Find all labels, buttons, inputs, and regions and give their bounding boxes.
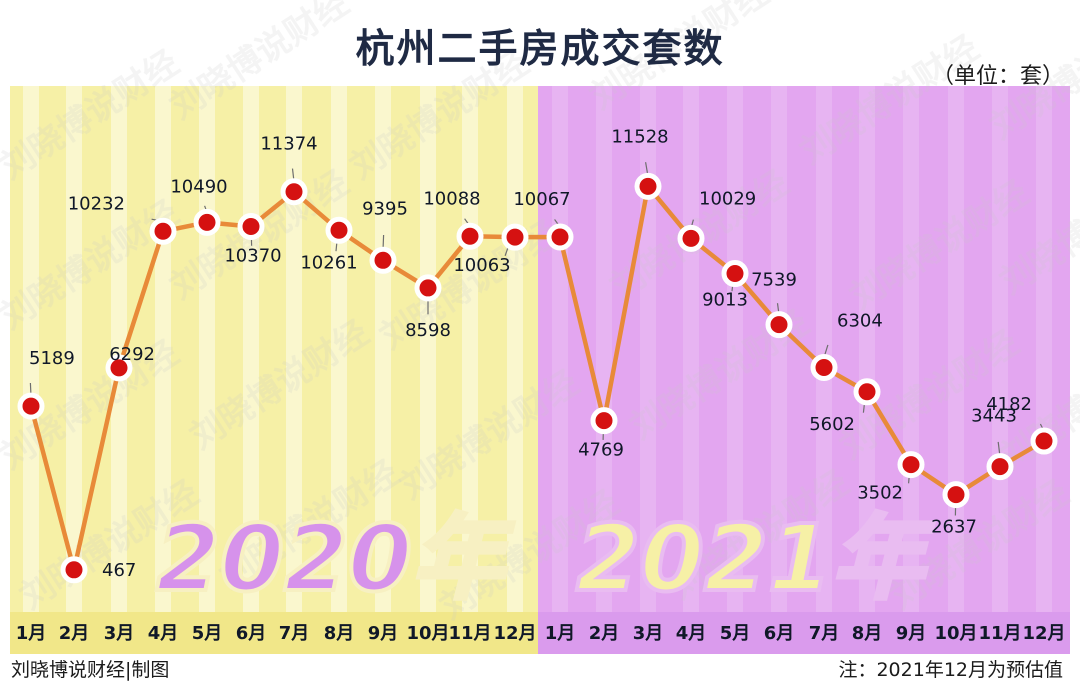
data-point-18 xyxy=(765,311,793,339)
data-point-23 xyxy=(986,453,1014,481)
data-label-13: 10067 xyxy=(513,189,570,210)
data-point-8 xyxy=(325,216,353,244)
data-label-4: 10232 xyxy=(68,193,125,214)
x-tick-4: 4月 xyxy=(148,623,179,644)
data-point-6 xyxy=(237,213,265,241)
x-tick-10: 10月 xyxy=(406,623,449,644)
stripe-23 xyxy=(992,86,1008,654)
data-label-2: 467 xyxy=(102,560,136,581)
data-label-5: 10490 xyxy=(170,176,227,197)
data-point-12 xyxy=(501,223,529,251)
x-tick-13: 1月 xyxy=(545,623,576,644)
x-tick-14: 2月 xyxy=(589,623,620,644)
data-point-19 xyxy=(810,353,838,381)
data-point-2 xyxy=(60,556,88,584)
x-tick-20: 8月 xyxy=(852,623,883,644)
stripe-14 xyxy=(596,86,612,654)
data-label-19: 6304 xyxy=(837,310,883,331)
data-label-10: 8598 xyxy=(405,320,451,341)
x-tick-12: 12月 xyxy=(493,623,536,644)
x-tick-11: 11月 xyxy=(448,623,491,644)
x-tick-21: 9月 xyxy=(896,623,927,644)
data-point-5 xyxy=(193,208,221,236)
x-tick-18: 6月 xyxy=(764,623,795,644)
data-point-24 xyxy=(1030,427,1058,455)
x-tick-22: 10月 xyxy=(934,623,977,644)
x-tick-15: 3月 xyxy=(633,623,664,644)
data-label-16: 10029 xyxy=(699,188,756,209)
axis-band-2021 xyxy=(538,612,1070,654)
data-label-23: 3443 xyxy=(971,406,1017,427)
data-point-17 xyxy=(721,260,749,288)
stripe-18 xyxy=(771,86,787,654)
stripe-1 xyxy=(23,86,39,654)
data-point-15 xyxy=(634,172,662,200)
data-point-11 xyxy=(456,222,484,250)
data-point-10 xyxy=(414,274,442,302)
x-tick-7: 7月 xyxy=(279,623,310,644)
data-label-8: 10261 xyxy=(300,252,357,273)
year-label-2020: 2020年 xyxy=(156,505,514,612)
data-label-22: 2637 xyxy=(931,517,977,538)
panel-2020 xyxy=(10,86,538,654)
x-tick-17: 5月 xyxy=(720,623,751,644)
data-point-4 xyxy=(149,217,177,245)
data-label-15: 11528 xyxy=(611,126,668,147)
data-label-9: 9395 xyxy=(362,198,408,219)
panel-2021 xyxy=(538,86,1070,654)
x-tick-19: 7月 xyxy=(809,623,840,644)
stripe-15 xyxy=(640,86,656,654)
x-tick-16: 4月 xyxy=(676,623,707,644)
data-point-22 xyxy=(942,481,970,509)
x-tick-24: 12月 xyxy=(1022,623,1065,644)
data-point-20 xyxy=(853,378,881,406)
stripe-9 xyxy=(375,86,391,654)
data-point-3 xyxy=(105,354,133,382)
data-label-14: 4769 xyxy=(578,440,624,461)
stripe-17 xyxy=(727,86,743,654)
x-tick-9: 9月 xyxy=(368,623,399,644)
stripe-7 xyxy=(286,86,302,654)
x-tick-1: 1月 xyxy=(16,623,47,644)
stripe-22 xyxy=(948,86,964,654)
data-point-9 xyxy=(369,246,397,274)
data-label-20: 5602 xyxy=(809,414,855,435)
data-label-11: 10088 xyxy=(423,188,480,209)
data-label-12: 10063 xyxy=(453,255,510,276)
x-tick-6: 6月 xyxy=(236,623,267,644)
estimate-note: 注：2021年12月为预估值 xyxy=(838,659,1063,681)
data-point-7 xyxy=(280,178,308,206)
data-label-21: 3502 xyxy=(857,483,903,504)
data-label-18: 7539 xyxy=(751,270,797,291)
data-label-17: 9013 xyxy=(702,290,748,311)
data-point-21 xyxy=(897,451,925,479)
author-credit: 刘晓博说财经|制图 xyxy=(11,659,170,681)
axis-band-2020 xyxy=(10,612,538,654)
data-label-6: 10370 xyxy=(224,246,281,267)
stripe-20 xyxy=(859,86,875,654)
x-tick-2: 2月 xyxy=(59,623,90,644)
unit-label: （单位：套） xyxy=(931,64,1064,89)
chart-title: 杭州二手房成交套数 xyxy=(355,27,725,72)
data-label-1: 5189 xyxy=(29,348,75,369)
data-point-16 xyxy=(677,224,705,252)
data-point-1 xyxy=(17,392,45,420)
data-label-3: 6292 xyxy=(109,344,155,365)
stripe-10 xyxy=(420,86,436,654)
x-tick-3: 3月 xyxy=(104,623,135,644)
stripe-24 xyxy=(1036,86,1052,654)
data-point-13 xyxy=(546,223,574,251)
year-label-2021: 2021年 xyxy=(576,505,934,612)
data-label-24: 4182 xyxy=(986,394,1032,415)
x-tick-8: 8月 xyxy=(324,623,355,644)
x-tick-23: 11月 xyxy=(978,623,1021,644)
data-point-14 xyxy=(590,407,618,435)
x-tick-5: 5月 xyxy=(192,623,223,644)
stripe-2 xyxy=(66,86,82,654)
data-label-7: 11374 xyxy=(260,134,317,155)
stripe-21 xyxy=(903,86,919,654)
